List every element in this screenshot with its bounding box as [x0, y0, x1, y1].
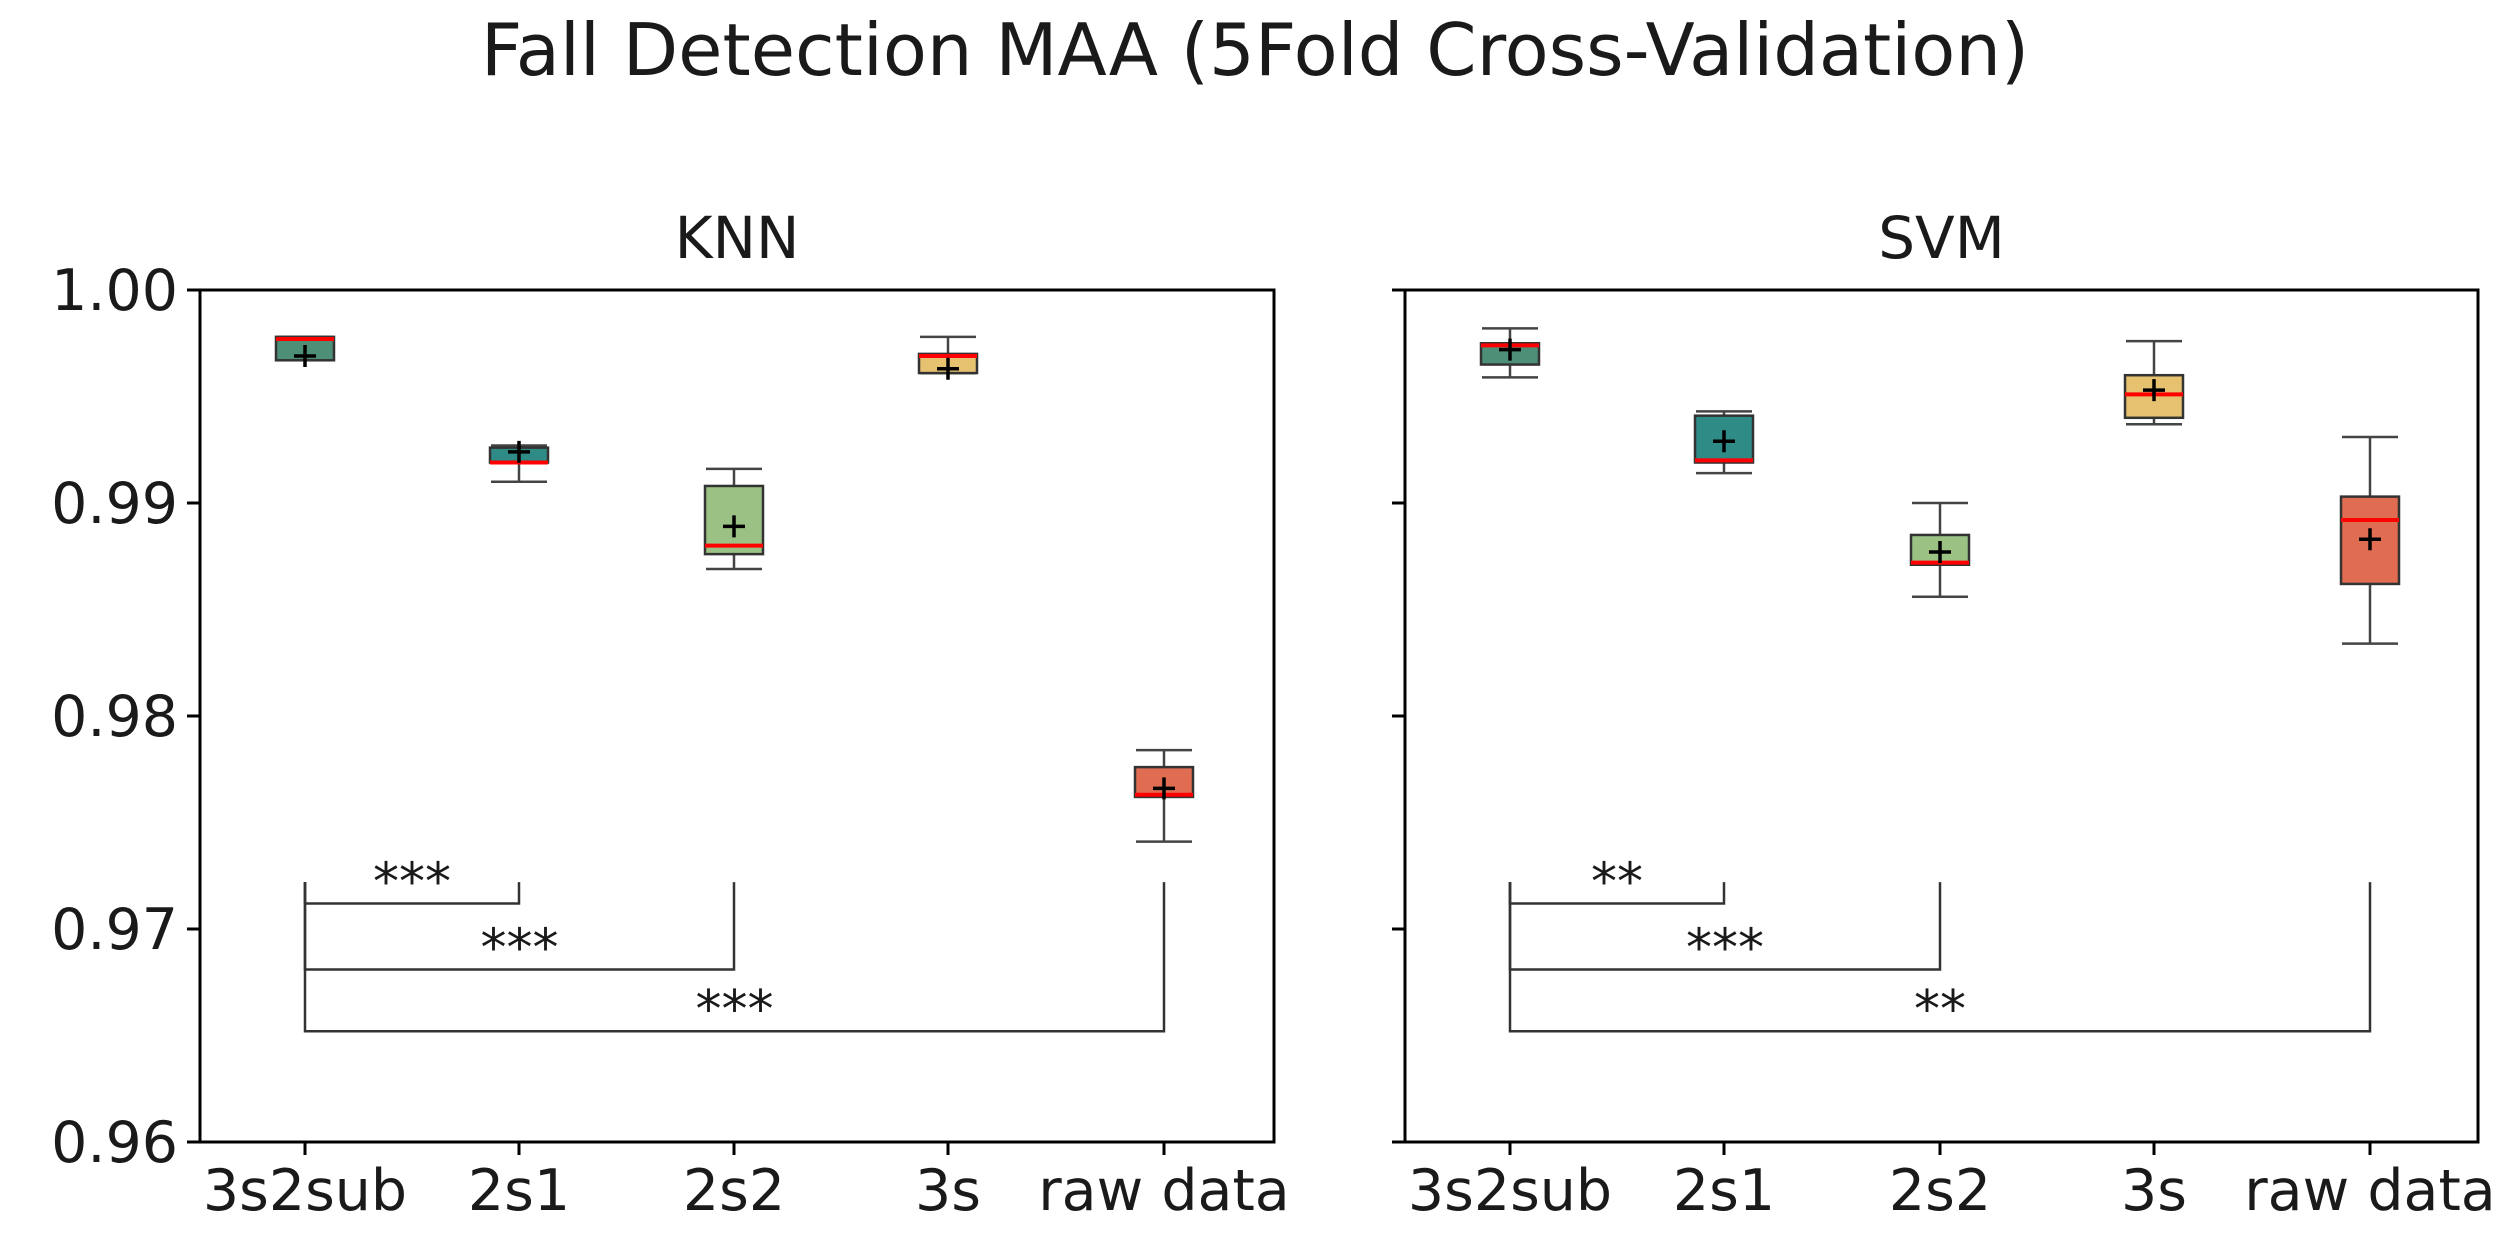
svm-sig-bracket-2: [1508, 882, 2372, 1033]
svm-xtick-label-3s: 3s: [2121, 1158, 2187, 1224]
knn-xtick-label-3s: 3s: [915, 1158, 981, 1224]
svm-sig-label-0: **: [1591, 852, 1643, 912]
knn-sig-label-1: ***: [481, 918, 559, 978]
knn-sig-bracket-2: [303, 882, 1166, 1033]
knn-mean-marker-2s1: [508, 440, 530, 463]
knn-box-raw-data: [1133, 748, 1195, 843]
knn-box-3s2sub: [274, 335, 336, 368]
svm-mean-marker-3s: [2143, 379, 2165, 402]
svm-box-2s1: [1693, 410, 1755, 475]
svm-axes-frame: [1403, 288, 2480, 1144]
svm-xtick-label-raw-data: raw data: [2244, 1158, 2496, 1224]
knn-ytick-label-2: 0.98: [51, 684, 178, 750]
knn-sig-label-0: ***: [373, 852, 451, 912]
svm-box-3s: [2123, 339, 2185, 426]
knn-sig-label-2: ***: [696, 980, 774, 1040]
svm-title: SVM: [1878, 204, 2005, 272]
knn-ytick-label-3: 0.99: [51, 471, 178, 537]
knn-title: KNN: [675, 204, 800, 272]
knn-mean-marker-raw-data: [1153, 777, 1175, 800]
knn-ytick-label-4: 1.00: [51, 258, 178, 324]
knn-mean-marker-3s: [937, 357, 959, 380]
svm-mean-marker-3s2sub: [1499, 338, 1521, 361]
svm-mean-marker-raw-data: [2359, 528, 2381, 551]
svm-xtick-label-2s1: 2s1: [1673, 1158, 1775, 1224]
knn-xtick-label-raw-data: raw data: [1038, 1158, 1290, 1224]
knn-ytick-label-1: 0.97: [51, 897, 178, 963]
svm-sig-label-1: ***: [1686, 918, 1764, 978]
knn-box-2s1: [488, 440, 550, 483]
svm-box-3s2sub: [1479, 327, 1541, 379]
knn-xtick-label-2s2: 2s2: [683, 1158, 785, 1224]
knn-panel: KNN 0.96 0.97 0.98 0.99 1.00 3s2sub 2s1 2s2 3s raw…: [51, 204, 1290, 1224]
svm-sig-label-2: **: [1914, 980, 1966, 1040]
knn-box-3s: [917, 335, 979, 380]
svm-mean-marker-2s1: [1713, 430, 1735, 453]
knn-ytick-label-0: 0.96: [51, 1110, 178, 1176]
svm-mean-marker-2s2: [1929, 540, 1951, 563]
figure-title: Fall Detection MAA (5Fold Cross-Validati…: [481, 8, 2029, 92]
knn-box-2s2: [703, 467, 765, 571]
svm-box-2s2: [1909, 501, 1971, 598]
svm-box-raw-data: [2339, 435, 2401, 645]
svm-xtick-label-3s2sub: 3s2sub: [1408, 1158, 1612, 1224]
knn-mean-marker-3s2sub: [294, 345, 316, 368]
svm-xtick-label-2s2: 2s2: [1889, 1158, 1991, 1224]
knn-xtick-label-3s2sub: 3s2sub: [203, 1158, 407, 1224]
knn-axes-frame: [198, 288, 1276, 1144]
knn-mean-marker-2s2: [723, 515, 745, 538]
knn-xtick-label-2s1: 2s1: [468, 1158, 570, 1224]
